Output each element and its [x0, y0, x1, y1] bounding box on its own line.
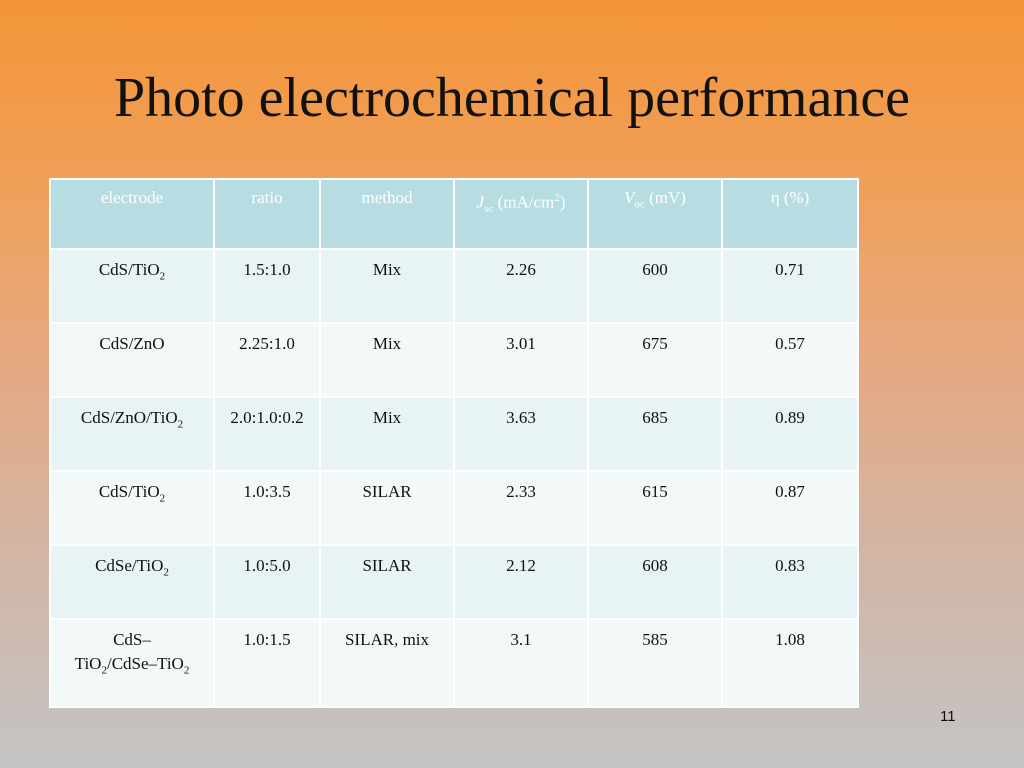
cell-jsc: 3.63	[453, 396, 589, 472]
table-row: CdS– TiO2/CdSe–TiO2 1.0:1.5 SILAR, mix 3.…	[49, 618, 859, 708]
cell-efficiency: 0.87	[721, 470, 859, 546]
cell-electrode: CdS– TiO2/CdSe–TiO2	[49, 618, 215, 708]
cell-electrode: CdS/ZnO	[49, 322, 215, 398]
header-ratio: ratio	[213, 178, 321, 250]
cell-method: Mix	[319, 396, 455, 472]
cell-jsc: 2.26	[453, 248, 589, 324]
cell-electrode: CdSe/TiO2	[49, 544, 215, 620]
table-row: CdSe/TiO2 1.0:5.0 SILAR 2.12 608 0.83	[49, 544, 859, 620]
cell-method: SILAR, mix	[319, 618, 455, 708]
cell-ratio: 1.0:5.0	[213, 544, 321, 620]
header-voc: Voc (mV)	[587, 178, 723, 250]
cell-efficiency: 0.83	[721, 544, 859, 620]
table-row: CdS/ZnO/TiO2 2.0:1.0:0.2 Mix 3.63 685 0.…	[49, 396, 859, 472]
header-efficiency: η (%)	[721, 178, 859, 250]
cell-efficiency: 0.57	[721, 322, 859, 398]
cell-ratio: 2.25:1.0	[213, 322, 321, 398]
cell-method: Mix	[319, 248, 455, 324]
cell-voc: 585	[587, 618, 723, 708]
cell-efficiency: 0.89	[721, 396, 859, 472]
table-row: CdS/TiO2 1.5:1.0 Mix 2.26 600 0.71	[49, 248, 859, 324]
table-row: CdS/ZnO 2.25:1.0 Mix 3.01 675 0.57	[49, 322, 859, 398]
cell-method: Mix	[319, 322, 455, 398]
header-jsc: Jsc (mA/cm2)	[453, 178, 589, 250]
cell-electrode: CdS/ZnO/TiO2	[49, 396, 215, 472]
header-electrode: electrode	[49, 178, 215, 250]
cell-jsc: 2.33	[453, 470, 589, 546]
cell-electrode: CdS/TiO2	[49, 248, 215, 324]
performance-table-container: electrode ratio method Jsc (mA/cm2) Voc …	[49, 178, 859, 708]
cell-jsc: 2.12	[453, 544, 589, 620]
table-row: CdS/TiO2 1.0:3.5 SILAR 2.33 615 0.87	[49, 470, 859, 546]
cell-jsc: 3.1	[453, 618, 589, 708]
cell-efficiency: 0.71	[721, 248, 859, 324]
cell-voc: 615	[587, 470, 723, 546]
cell-ratio: 1.0:3.5	[213, 470, 321, 546]
table-header-row: electrode ratio method Jsc (mA/cm2) Voc …	[49, 178, 859, 250]
cell-voc: 608	[587, 544, 723, 620]
cell-method: SILAR	[319, 544, 455, 620]
cell-efficiency: 1.08	[721, 618, 859, 708]
cell-ratio: 2.0:1.0:0.2	[213, 396, 321, 472]
header-method: method	[319, 178, 455, 250]
cell-voc: 685	[587, 396, 723, 472]
performance-table: electrode ratio method Jsc (mA/cm2) Voc …	[49, 178, 859, 708]
cell-electrode: CdS/TiO2	[49, 470, 215, 546]
cell-voc: 675	[587, 322, 723, 398]
cell-ratio: 1.5:1.0	[213, 248, 321, 324]
slide-title: Photo electrochemical performance	[113, 67, 911, 129]
slide-number: 11	[940, 708, 956, 725]
cell-ratio: 1.0:1.5	[213, 618, 321, 708]
cell-voc: 600	[587, 248, 723, 324]
cell-method: SILAR	[319, 470, 455, 546]
cell-jsc: 3.01	[453, 322, 589, 398]
